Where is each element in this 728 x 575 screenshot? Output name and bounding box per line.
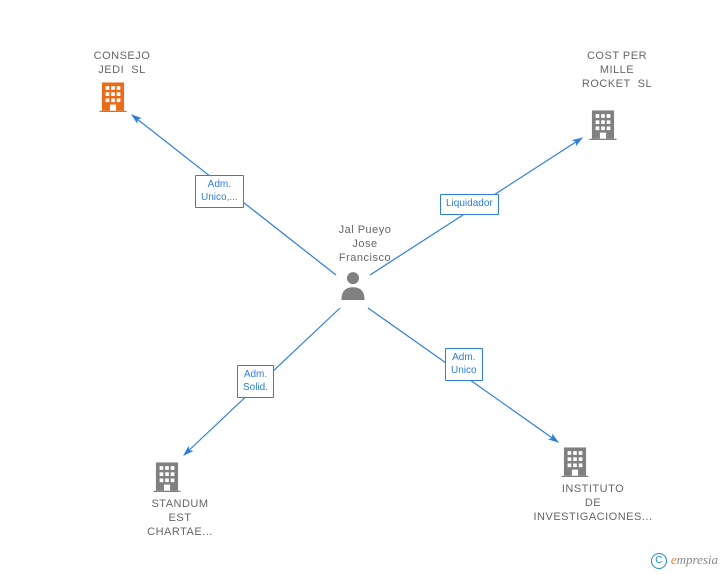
node-label-tl: CONSEJO JEDI SL — [82, 50, 162, 78]
copyright-icon: C — [651, 553, 667, 569]
edge-label-bl: Adm. Solid. — [237, 365, 274, 398]
watermark-brand-rest: mpresia — [677, 552, 718, 567]
node-label-br: INSTITUTO DE INVESTIGACIONES... — [528, 483, 658, 524]
node-label-bl: STANDUM EST CHARTAE... — [140, 498, 220, 539]
diagram-canvas: Jal Pueyo Jose Francisco CONSEJO JEDI SL… — [0, 0, 728, 575]
building-icon-bl — [152, 460, 182, 492]
building-icon-tr — [588, 108, 618, 140]
watermark: Cempresia — [651, 552, 718, 569]
center-node-label: Jal Pueyo Jose Francisco — [330, 224, 400, 265]
node-label-tr: COST PER MILLE ROCKET SL — [572, 50, 662, 91]
edge-label-tl: Adm. Unico,... — [195, 175, 244, 208]
person-icon — [339, 270, 367, 300]
building-icon-tl — [98, 80, 128, 112]
building-icon-br — [560, 445, 590, 477]
edge-label-tr: Liquidador — [440, 194, 499, 215]
edge-label-br: Adm. Unico — [445, 348, 483, 381]
